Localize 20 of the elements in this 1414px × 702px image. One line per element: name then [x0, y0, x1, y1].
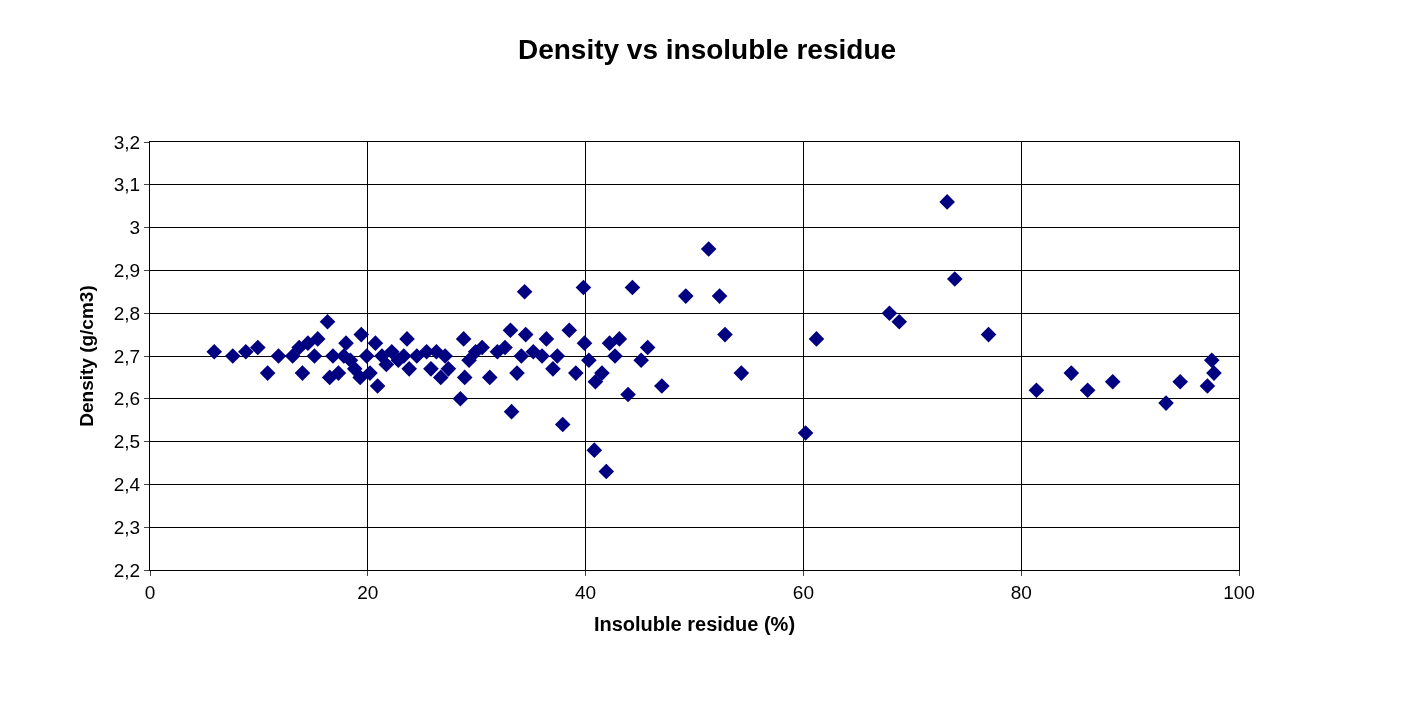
y-tick-label: 2,3 [113, 516, 141, 538]
y-tick-label: 2,7 [113, 345, 141, 367]
x-axis-title: Insoluble residue (%) [593, 613, 796, 636]
y-tick-label: 3,2 [113, 131, 141, 153]
y-tick-label: 3 [129, 217, 141, 239]
chart-title: Density vs insoluble residue [517, 33, 897, 65]
x-tick-label: 100 [1223, 581, 1255, 603]
x-tick-label: 80 [1010, 581, 1032, 603]
y-axis-title: Density (g/cm3) [75, 285, 97, 427]
y-tick-label: 2,2 [113, 559, 141, 581]
x-tick-label: 60 [792, 581, 814, 603]
x-tick-label: 0 [144, 581, 156, 603]
y-tick-label: 2,8 [113, 302, 141, 324]
y-tick-label: 2,6 [113, 388, 141, 410]
y-tick-label: 3,1 [113, 174, 141, 196]
x-tick-label: 20 [357, 581, 379, 603]
y-tick-label: 2,5 [113, 431, 141, 453]
x-tick-label: 40 [575, 581, 597, 603]
y-tick-label: 2,9 [113, 260, 141, 282]
y-tick-label: 2,4 [113, 474, 141, 496]
